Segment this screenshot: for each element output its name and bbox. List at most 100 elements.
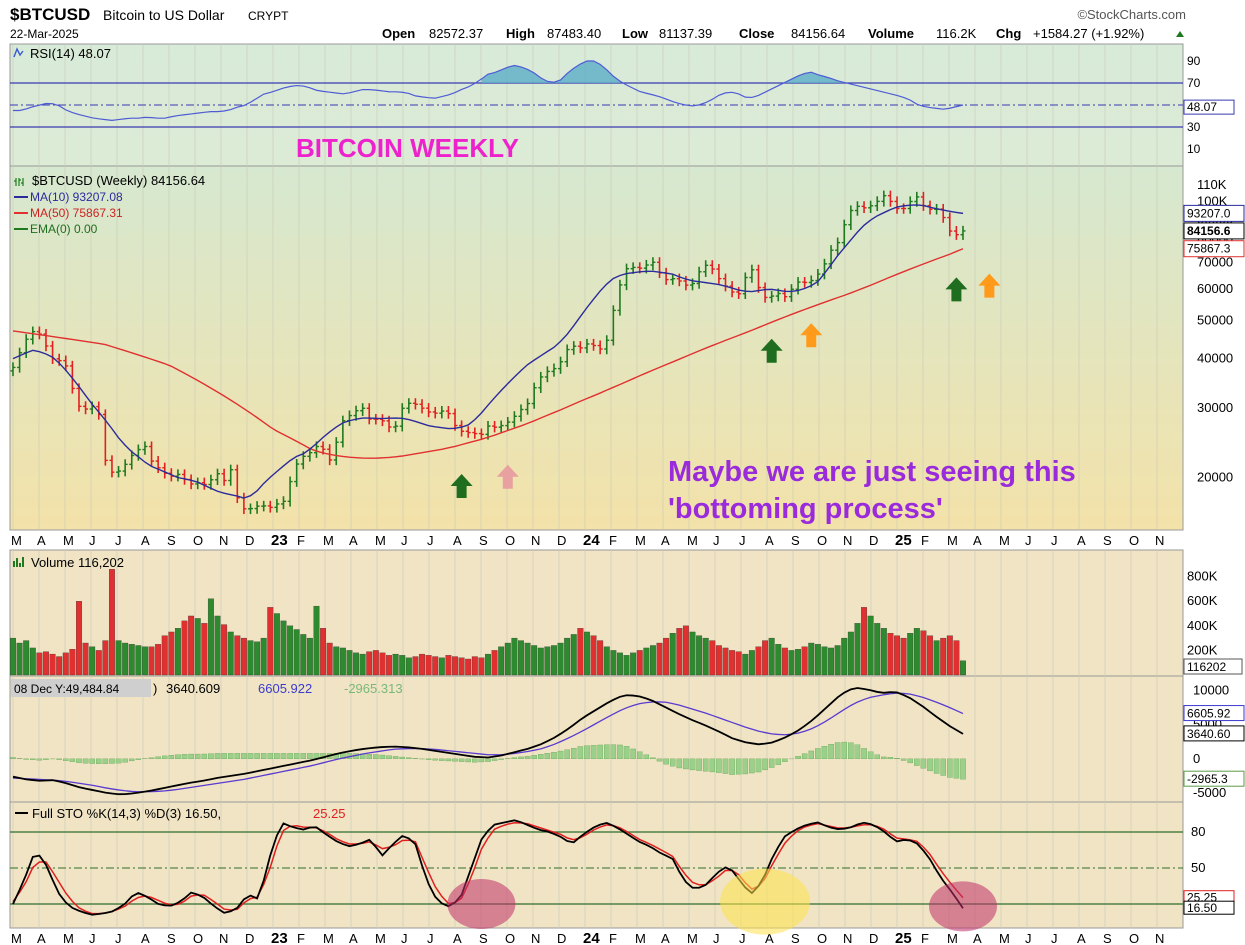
volume-bar — [399, 655, 406, 676]
x-tick-label: D — [245, 931, 254, 945]
x-tick-label: J — [1051, 533, 1058, 548]
macd-histogram-bar — [181, 754, 188, 760]
volume-bar — [834, 645, 841, 676]
macd-histogram-bar — [274, 753, 280, 760]
volume-bar — [254, 641, 261, 676]
macd-histogram-bar — [623, 746, 630, 760]
macd-histogram-bar — [109, 758, 115, 764]
macd-histogram-bar — [465, 758, 471, 763]
x-tick-label: M — [999, 533, 1010, 548]
volume-bar — [795, 649, 802, 676]
volume-bar — [135, 645, 142, 676]
volume-bar — [861, 607, 867, 676]
volume-bar — [155, 644, 162, 676]
volume-bar — [960, 660, 966, 676]
macd-histogram-bar — [148, 757, 155, 760]
x-tick-label: J — [739, 931, 746, 945]
volume-bar — [715, 645, 722, 676]
highlight-circle — [929, 881, 997, 932]
volume-bar — [102, 640, 109, 676]
volume-bar — [504, 642, 511, 676]
macd-histogram-bar — [755, 758, 762, 773]
macd-histogram-bar — [56, 758, 62, 760]
macd-histogram-bar — [551, 752, 557, 760]
macd-histogram-bar — [630, 748, 636, 760]
volume-bar — [636, 650, 643, 676]
x-tick-label: A — [141, 931, 150, 945]
macd-histogram-bar — [854, 744, 861, 760]
macd-histogram-bar — [914, 758, 920, 766]
macd-histogram-bar — [900, 758, 907, 761]
volume-bar — [29, 647, 36, 676]
macd-histogram-bar — [940, 758, 946, 776]
volume-bar — [247, 640, 254, 676]
volume-bar — [69, 649, 76, 676]
sto-tick-label: 80 — [1191, 824, 1205, 839]
volume-bar — [353, 652, 360, 676]
x-tick-label: S — [479, 931, 488, 945]
macd-histogram-bar — [663, 758, 669, 765]
macd-histogram-bar — [960, 758, 966, 780]
macd-histogram-bar — [617, 744, 623, 760]
volume-bar — [392, 653, 399, 676]
macd-histogram-bar — [650, 757, 656, 760]
x-tick-label: M — [687, 533, 698, 548]
macd-histogram-bar — [280, 753, 287, 760]
x-tick-label: N — [219, 533, 228, 548]
volume-bar — [168, 631, 175, 676]
macd-signal-line — [12, 692, 964, 793]
macd-histogram-bar — [676, 758, 683, 769]
volume-bar — [630, 652, 637, 676]
macd-histogram-bar — [735, 758, 742, 775]
macd-histogram-bar — [610, 744, 617, 760]
x-tick-label: S — [167, 931, 176, 945]
volume-bar — [814, 644, 821, 676]
volume-bar — [682, 625, 689, 676]
macd-histogram-bar — [36, 758, 43, 761]
macd-last-label: 3640.60 — [1187, 727, 1231, 741]
volume-bars-icon — [13, 557, 24, 567]
volume-bar — [273, 613, 280, 676]
macd-histogram-bar — [775, 758, 782, 765]
macd-histogram-bar — [538, 754, 544, 760]
macd-histogram-bar — [564, 749, 570, 760]
volume-bar — [148, 646, 155, 676]
volume-bar — [161, 635, 168, 676]
macd-histogram-bar — [709, 758, 716, 773]
macd-histogram-bar — [439, 758, 445, 761]
price-tick-label: 20000 — [1197, 470, 1233, 485]
x-tick-label: A — [37, 931, 46, 945]
x-tick-label: D — [245, 533, 254, 548]
symbol-name: Bitcoin to US Dollar — [103, 7, 225, 23]
chart-date: 22-Mar-2025 — [10, 27, 79, 41]
x-tick-label: S — [1103, 931, 1112, 945]
volume-bar — [709, 640, 716, 676]
volume-tick-label: 400K — [1187, 618, 1218, 633]
macd-histogram-bar — [815, 748, 821, 760]
macd-histogram-bar — [392, 756, 399, 760]
price-panel — [9, 165, 1184, 531]
rsi-tick-label: 30 — [1187, 120, 1201, 134]
volume-bar — [485, 653, 491, 676]
volume-bar — [953, 640, 960, 676]
macd-tick-label: -5000 — [1193, 785, 1226, 800]
price-bars-icon — [14, 178, 24, 186]
price-last-box — [1183, 204, 1245, 222]
x-tick-label: J — [115, 533, 122, 548]
volume-bar — [676, 628, 683, 676]
macd-histogram-bar — [425, 758, 432, 760]
volume-bar — [471, 656, 478, 676]
x-tick-label: 25 — [895, 532, 912, 549]
macd-tick-label: 0 — [1193, 751, 1200, 766]
x-tick-label: S — [791, 931, 800, 945]
price-tick-label: 110K — [1197, 177, 1227, 192]
volume-bar — [76, 601, 82, 676]
volume-bar — [669, 633, 676, 676]
volume-bar — [89, 646, 96, 676]
volume-bar — [23, 640, 30, 676]
volume-bar — [445, 655, 452, 676]
volume-bar — [577, 628, 584, 676]
price-last-box — [1183, 240, 1245, 258]
macd-histogram-bar — [379, 754, 386, 760]
volume-bar — [366, 651, 373, 676]
